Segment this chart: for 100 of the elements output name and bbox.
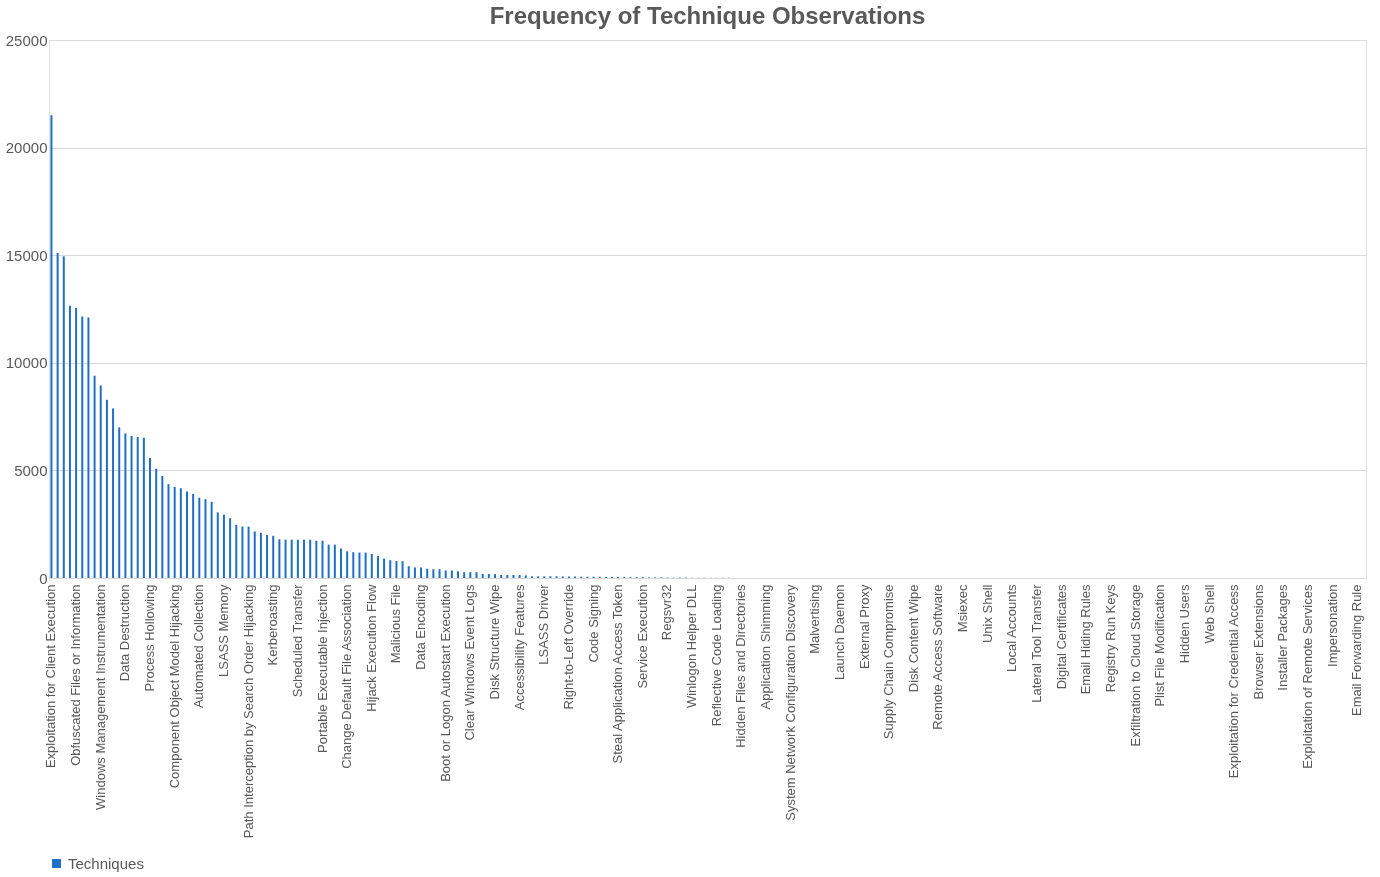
bar [438, 569, 441, 578]
x-tick-label: LSASS Driver [536, 583, 552, 665]
x-tick-label: System Network Configuration Discovery [782, 584, 798, 821]
bar [432, 569, 435, 578]
x-tick-label: Hijack Execution Flow [363, 583, 379, 712]
bar [383, 558, 386, 578]
bar [309, 539, 312, 578]
legend-label: Techniques [68, 854, 144, 872]
bar [407, 566, 410, 578]
bar [303, 539, 306, 578]
x-tick-label: Email Hiding Rules [1078, 584, 1094, 695]
x-tick-label: Regsvr32 [659, 584, 675, 641]
x-tick-label: Disk Content Wipe [905, 584, 921, 693]
bar [93, 375, 96, 578]
bar [290, 539, 293, 578]
x-tick-label: Registry Run Keys [1102, 584, 1118, 693]
x-tick-label: Accessibility Features [511, 584, 527, 711]
x-tick-label: Web Shell [1201, 584, 1217, 644]
bar [56, 253, 59, 578]
bar [241, 526, 244, 578]
bar [142, 437, 145, 578]
x-tick-label: Plist File Modification [1152, 584, 1168, 707]
bar [155, 468, 158, 578]
x-tick-label: Process Hollowing [142, 584, 158, 692]
x-tick-label: Supply Chain Compromise [881, 584, 897, 740]
bar [50, 115, 53, 578]
bar [192, 493, 195, 578]
x-tick-label: Exploitation of Remote Services [1300, 584, 1316, 769]
x-tick-label: Digital Certificates [1053, 584, 1069, 690]
bar [426, 568, 429, 578]
bar [444, 570, 447, 578]
bar [506, 574, 509, 578]
x-tick-label: Malvertising [807, 584, 823, 654]
x-tick-label: Malicious File [388, 584, 404, 664]
bar [296, 539, 299, 578]
bar [401, 561, 404, 578]
bar [420, 567, 423, 578]
x-tick-label: Exfiltration to Cloud Storage [1127, 584, 1143, 747]
x-tick-label: Windows Management Instrumentation [92, 584, 108, 810]
x-tick-label: Local Accounts [1004, 584, 1020, 672]
bar [124, 433, 127, 578]
bar [389, 560, 392, 578]
y-tick-label: 5000 [14, 461, 48, 479]
bar [118, 427, 121, 578]
bar [149, 457, 152, 578]
bar [87, 317, 90, 578]
bar [481, 573, 484, 578]
bar [216, 512, 219, 578]
bar [524, 575, 527, 578]
bar [512, 574, 515, 578]
bar [475, 572, 478, 578]
bar [339, 548, 342, 578]
bar [105, 399, 108, 578]
x-tick-label: LSASS Memory [215, 584, 231, 677]
bar [315, 540, 318, 578]
y-tick-label: 15000 [5, 246, 48, 264]
bar [272, 535, 275, 578]
x-tick-label: Exploitation for Client Execution [43, 584, 59, 769]
bar [81, 316, 84, 578]
x-tick-label: Unix Shell [979, 584, 995, 644]
x-tick-label: Hidden Files and Directories [733, 584, 749, 748]
x-tick-label: Service Execution [634, 584, 650, 689]
bar [235, 524, 238, 578]
bar [370, 553, 373, 578]
bar [136, 437, 139, 578]
bar [167, 484, 170, 578]
x-tick-label: Application Shimming [758, 584, 774, 710]
y-tick-label: 0 [39, 569, 48, 587]
x-tick-label: Boot or Logon Autostart Execution [437, 584, 453, 782]
bar [457, 571, 460, 578]
bar [259, 532, 262, 578]
bar [376, 556, 379, 578]
x-tick-label: Winlogon Helper DLL [684, 584, 700, 709]
bar [493, 574, 496, 578]
bar [518, 574, 521, 578]
x-tick-label: Exploitation for Credential Access [1226, 584, 1242, 779]
bar [266, 534, 269, 578]
x-tick-label: Lateral Tool Transfer [1029, 583, 1045, 703]
bar [346, 551, 349, 578]
x-tick-label: Msiexec [955, 584, 971, 633]
x-tick-label: Right-to-Left Override [560, 584, 576, 710]
bar [333, 544, 336, 578]
bar [500, 574, 503, 578]
bar [284, 539, 287, 578]
x-tick-label: Reflective Code Loading [708, 584, 724, 727]
bar [364, 552, 367, 578]
x-tick-label: Change Default File Association [339, 584, 355, 769]
y-tick-label: 20000 [5, 139, 48, 157]
y-tick-label: 25000 [5, 31, 48, 49]
x-tick-label: Automated Collection [191, 584, 207, 709]
x-tick-label: Installer Packages [1275, 584, 1291, 691]
x-tick-label: Path Interception by Search Order Hijacking [240, 584, 256, 839]
x-tick-label: Disk Structure Wipe [486, 584, 502, 700]
x-tick-label: Steal Application Access Token [610, 584, 626, 764]
bar [463, 572, 466, 578]
bar [450, 570, 453, 578]
x-tick-label: Component Object Model Hijacking [166, 584, 182, 789]
x-tick-label: Launch Daemon [831, 584, 847, 680]
x-tick-label: Email Forwarding Rule [1349, 584, 1365, 716]
bar [210, 501, 213, 578]
